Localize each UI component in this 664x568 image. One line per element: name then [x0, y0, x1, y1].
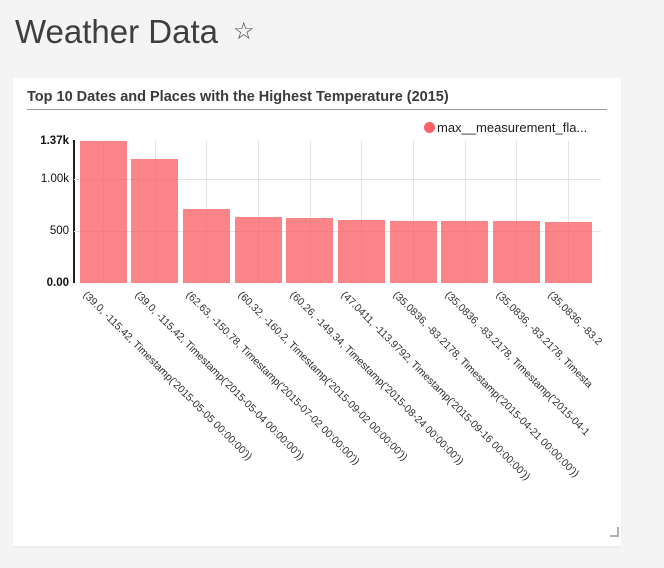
page-title: Weather Data [15, 13, 218, 50]
bar[interactable] [389, 221, 437, 283]
y-tick-label: 0.00 [46, 277, 69, 289]
h-gridline [74, 179, 601, 181]
legend-item[interactable]: max__measurement_fla... [424, 120, 587, 135]
bar[interactable] [544, 221, 592, 283]
v-gridline [568, 141, 569, 283]
bar[interactable] [234, 216, 282, 283]
y-tick-label: 500 [49, 225, 69, 238]
bar[interactable] [286, 217, 334, 283]
resize-handle[interactable] [610, 527, 619, 537]
title-divider [27, 109, 607, 110]
x-tick-label: (60.26, -149.34, Timestamp('2015-08-24 0… [287, 289, 466, 468]
series-color-dot-icon [424, 122, 435, 133]
favorite-star-icon[interactable]: ☆ [233, 18, 255, 45]
v-gridline [413, 141, 414, 283]
page-header: Weather Data ☆ [15, 12, 255, 52]
legend-label: max__measurement_fla... [437, 120, 588, 135]
v-gridline [309, 141, 311, 283]
chart-title: Top 10 Dates and Places with the Highest… [27, 89, 449, 105]
h-gridline [74, 231, 601, 233]
v-gridline [464, 141, 466, 283]
v-gridline [516, 141, 518, 283]
bar[interactable] [79, 141, 127, 283]
v-gridline [361, 141, 363, 283]
bar[interactable] [492, 221, 540, 283]
y-axis-line [73, 140, 75, 283]
y-tick-label: 1.00k [40, 173, 69, 186]
x-tick-label: (62.63, -150.78, Timestamp('2015-07-02 0… [183, 289, 363, 468]
x-tick-label: (47.0411, -113.9792, Timestamp('2015-09-… [338, 289, 533, 483]
y-tick-label: 1.37k [40, 135, 69, 147]
bar[interactable] [131, 159, 179, 283]
x-tick-label: (35.0836, -83.2178, Timesta [493, 289, 596, 391]
bar[interactable] [441, 221, 489, 283]
bar[interactable] [182, 208, 230, 283]
bar[interactable] [337, 220, 385, 283]
v-gridline [258, 141, 259, 283]
chart-card: Top 10 Dates and Places with the Highest… [13, 78, 621, 546]
x-tick-label: (35.0836, -83.2178, Timestamp('2015-04-2… [390, 289, 582, 480]
plot-area [74, 141, 601, 283]
x-tick-label: (35.0836, -83.2 [545, 289, 605, 348]
